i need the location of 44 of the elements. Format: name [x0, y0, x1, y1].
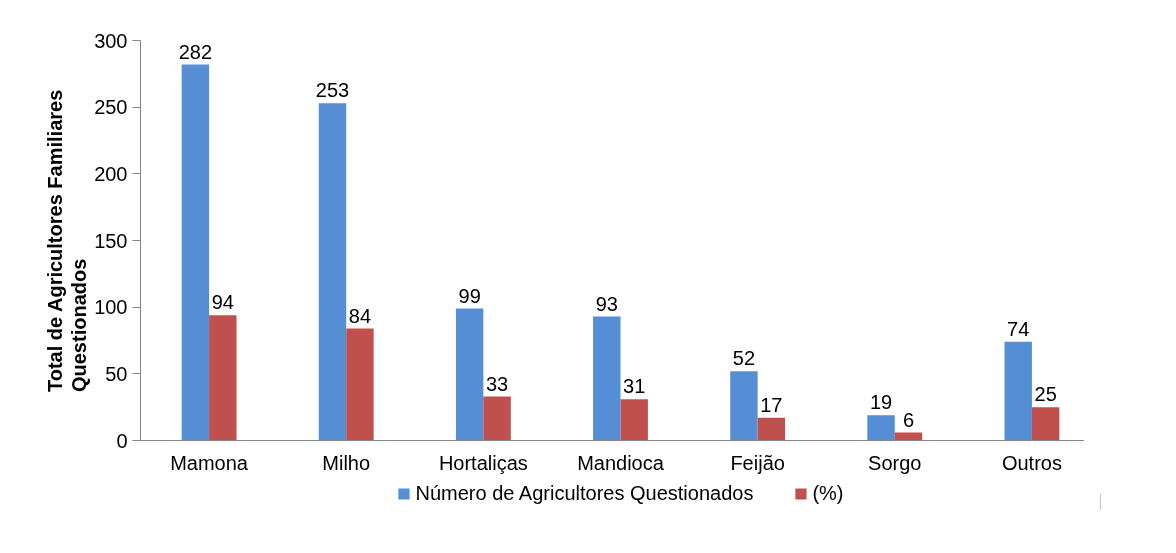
y-tick-label: 250 — [94, 96, 128, 119]
bar — [1004, 341, 1032, 441]
x-tick-label: Sorgo — [868, 451, 922, 474]
bar — [730, 371, 758, 441]
legend-label: Número de Agricultores Questionados — [415, 481, 754, 505]
y-axis-title: Total de Agricultores Familiares Questionados — [44, 89, 91, 393]
y-tick-label: 100 — [94, 296, 128, 319]
bar — [483, 396, 511, 441]
bar — [757, 417, 786, 441]
x-tick-label: Mandioca — [577, 451, 665, 474]
bar — [346, 328, 374, 441]
x-tick-label: Outros — [1001, 451, 1062, 474]
data-label: 31 — [623, 375, 646, 398]
x-tick-label: Milho — [322, 451, 371, 474]
bar — [620, 399, 648, 441]
bar — [1031, 407, 1060, 441]
bar — [593, 316, 621, 441]
bar — [867, 415, 895, 441]
y-tick-label: 200 — [94, 162, 128, 185]
y-tick-label: 50 — [105, 362, 128, 385]
legend-label: (%) — [812, 481, 844, 505]
data-label: 17 — [760, 393, 783, 416]
data-label: 19 — [869, 391, 893, 414]
data-label: 25 — [1034, 383, 1057, 406]
y-tick-label: 300 — [94, 29, 128, 52]
data-label: 84 — [348, 304, 372, 327]
data-label: 253 — [315, 79, 350, 102]
data-label: 99 — [458, 284, 481, 307]
data-label: 52 — [732, 347, 756, 370]
x-tick-label: Mamona — [170, 451, 249, 474]
y-tick-label: 150 — [94, 229, 128, 252]
data-label: 282 — [178, 40, 213, 63]
x-tick-label: Hortaliças — [438, 451, 528, 474]
bar — [318, 103, 347, 441]
data-label: 74 — [1007, 317, 1030, 340]
bar — [455, 308, 484, 441]
bar — [181, 64, 210, 441]
data-label: 93 — [595, 292, 618, 315]
y-tick-label: 0 — [116, 429, 128, 452]
data-label: 6 — [902, 408, 915, 431]
data-label: 94 — [211, 291, 234, 314]
x-tick-label: Feijão — [730, 451, 785, 474]
data-label: 33 — [485, 372, 509, 395]
bar — [209, 315, 237, 441]
